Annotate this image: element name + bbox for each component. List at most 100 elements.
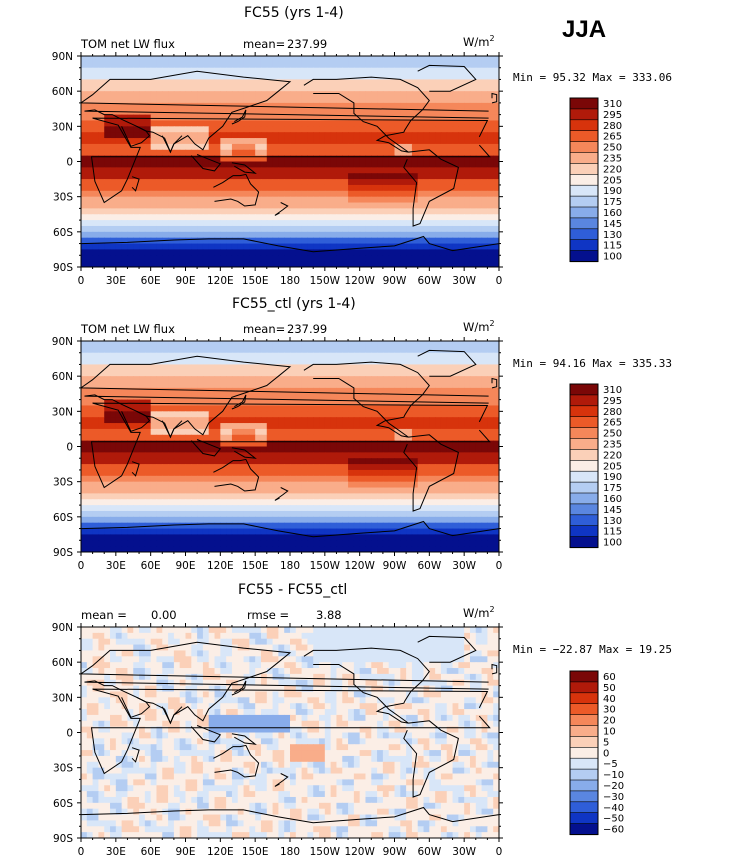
map-cell [278, 249, 285, 256]
map-cell [156, 358, 163, 366]
map-cell [330, 79, 338, 86]
map-cell [98, 190, 105, 198]
map-cell [290, 499, 297, 506]
map-cell [81, 91, 88, 98]
map-cell [197, 446, 204, 453]
map-cell [423, 225, 430, 233]
map-cell [249, 149, 256, 157]
map-cell [104, 434, 111, 442]
map-cell [272, 249, 279, 256]
map-cell [168, 458, 175, 465]
map-cell [202, 108, 210, 116]
map-cell [336, 493, 343, 500]
map-cell [284, 505, 291, 512]
map-cell [231, 487, 239, 494]
map-cell [156, 184, 163, 192]
map-cell [226, 393, 233, 401]
map-cell [319, 190, 326, 198]
map-cell [179, 411, 187, 418]
map-cell [104, 411, 111, 418]
map-cell [191, 97, 198, 104]
map-cell [110, 102, 117, 110]
map-cell [266, 67, 274, 75]
map-cell [208, 56, 216, 63]
map-cell [493, 341, 499, 348]
map-cell [162, 85, 169, 92]
map-cell [371, 91, 378, 98]
map-cell [400, 341, 407, 348]
map-cell [394, 341, 401, 348]
map-cell [278, 382, 285, 389]
map-cell [406, 225, 413, 233]
map-cell [214, 67, 221, 75]
map-cell [249, 225, 256, 233]
map-cell [446, 243, 454, 251]
map-cell [295, 167, 303, 174]
map-cell [411, 469, 419, 477]
map-cell [382, 61, 390, 69]
map-cell [127, 423, 134, 430]
map-cell [197, 149, 204, 157]
map-cell [388, 108, 396, 116]
map-cell [150, 220, 158, 227]
map-cell [336, 446, 343, 453]
map-cell [388, 155, 396, 163]
map-cell [214, 440, 221, 448]
map-cell [92, 143, 100, 151]
map-cell [417, 132, 425, 139]
map-cell [237, 108, 245, 116]
map-cell [255, 85, 262, 92]
map-cell [371, 167, 378, 174]
map-cell [319, 370, 326, 377]
map-cell [440, 487, 448, 494]
map-cell [231, 91, 239, 98]
map-cell [330, 505, 338, 512]
map-cell [458, 132, 465, 139]
map-cell [307, 493, 314, 500]
map-cell [359, 487, 367, 494]
map-cell [307, 411, 314, 418]
map-cell [231, 399, 239, 407]
map-cell [110, 73, 117, 81]
map-cell [226, 499, 233, 506]
map-cell [382, 382, 390, 389]
map-cell [104, 499, 111, 506]
map-cell [231, 173, 239, 180]
map-cell [353, 249, 361, 256]
map-cell [487, 179, 494, 186]
map-cell [481, 387, 488, 395]
map-cell [133, 126, 140, 133]
map-cell [110, 173, 117, 180]
map-cell [197, 61, 204, 69]
map-cell [121, 132, 129, 139]
map-cell [319, 243, 326, 251]
map-cell [115, 382, 123, 389]
map-cell [440, 464, 448, 471]
map-cell [388, 352, 396, 360]
map-cell [377, 149, 384, 157]
map-cell [307, 102, 314, 110]
map-cell [446, 376, 454, 383]
map-cell [197, 255, 204, 262]
coastline [417, 64, 477, 92]
map-cell [156, 510, 163, 518]
panel-2-min-max: Min = 94.16 Max = 335.33 [513, 357, 672, 370]
map-cell [168, 67, 175, 75]
map-cell [115, 190, 123, 198]
map-cell [307, 61, 314, 69]
map-cell [411, 202, 419, 209]
map-cell [469, 126, 477, 133]
map-cell [284, 220, 291, 227]
map-cell [81, 114, 88, 122]
map-cell [255, 417, 262, 424]
map-cell [458, 382, 465, 389]
map-cell [243, 376, 250, 383]
map-cell [173, 370, 181, 377]
map-cell [86, 126, 94, 133]
map-cell [249, 428, 256, 436]
map-cell [348, 161, 355, 168]
map-cell [127, 358, 134, 366]
map-cell [226, 440, 233, 448]
map-cell [191, 493, 198, 500]
